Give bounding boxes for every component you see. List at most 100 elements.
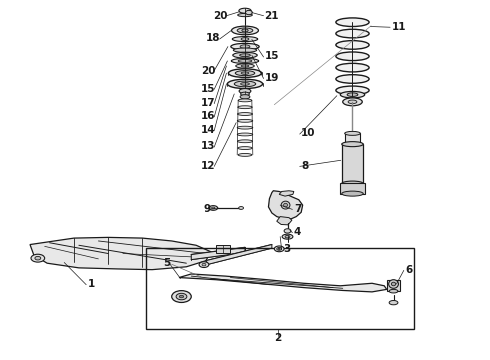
Ellipse shape xyxy=(234,81,256,87)
Ellipse shape xyxy=(347,93,358,96)
Ellipse shape xyxy=(336,29,369,38)
Ellipse shape xyxy=(285,235,290,238)
Polygon shape xyxy=(191,247,245,260)
Ellipse shape xyxy=(202,264,206,266)
Ellipse shape xyxy=(344,131,360,135)
Ellipse shape xyxy=(240,54,250,57)
Ellipse shape xyxy=(281,201,290,209)
Ellipse shape xyxy=(238,106,252,109)
Ellipse shape xyxy=(344,144,360,148)
Ellipse shape xyxy=(231,58,259,63)
Text: 6: 6 xyxy=(405,265,413,275)
Polygon shape xyxy=(387,280,400,291)
Text: 10: 10 xyxy=(301,129,316,138)
Text: 8: 8 xyxy=(301,161,308,171)
Ellipse shape xyxy=(237,28,253,33)
Text: 5: 5 xyxy=(164,258,171,268)
Ellipse shape xyxy=(231,43,259,50)
Text: 1: 1 xyxy=(88,279,95,289)
Ellipse shape xyxy=(274,246,284,252)
Ellipse shape xyxy=(336,86,369,95)
Ellipse shape xyxy=(282,234,293,239)
Ellipse shape xyxy=(336,41,369,49)
Bar xyxy=(147,248,414,329)
Text: 7: 7 xyxy=(294,204,301,215)
Ellipse shape xyxy=(239,8,251,13)
Text: 13: 13 xyxy=(201,141,216,151)
Ellipse shape xyxy=(237,120,253,122)
Ellipse shape xyxy=(238,140,252,143)
Text: 3: 3 xyxy=(283,244,291,254)
Text: 20: 20 xyxy=(214,11,228,21)
Ellipse shape xyxy=(340,91,365,98)
Ellipse shape xyxy=(240,95,250,99)
Ellipse shape xyxy=(238,147,252,149)
Ellipse shape xyxy=(176,293,187,300)
Ellipse shape xyxy=(241,38,249,41)
Bar xyxy=(344,134,360,146)
Ellipse shape xyxy=(237,126,253,129)
Ellipse shape xyxy=(241,92,249,96)
Text: 21: 21 xyxy=(265,11,279,21)
Ellipse shape xyxy=(342,191,363,196)
Text: 15: 15 xyxy=(265,51,279,61)
Ellipse shape xyxy=(212,207,215,209)
Ellipse shape xyxy=(342,141,363,147)
Ellipse shape xyxy=(277,247,282,250)
Text: 17: 17 xyxy=(201,98,216,108)
Ellipse shape xyxy=(179,295,184,298)
Ellipse shape xyxy=(233,48,257,52)
Ellipse shape xyxy=(284,203,288,207)
Ellipse shape xyxy=(238,153,252,156)
Text: 20: 20 xyxy=(201,66,216,76)
Text: 15: 15 xyxy=(201,84,216,94)
Ellipse shape xyxy=(242,29,248,32)
Text: 16: 16 xyxy=(201,111,216,121)
Ellipse shape xyxy=(236,64,254,68)
Ellipse shape xyxy=(336,18,369,27)
Ellipse shape xyxy=(238,59,252,62)
Ellipse shape xyxy=(232,26,258,35)
Ellipse shape xyxy=(233,52,257,58)
Ellipse shape xyxy=(238,113,252,116)
Ellipse shape xyxy=(209,206,218,210)
Ellipse shape xyxy=(235,71,255,76)
Bar xyxy=(340,183,365,194)
Ellipse shape xyxy=(336,52,369,60)
Polygon shape xyxy=(179,274,387,292)
Bar xyxy=(342,144,363,184)
Polygon shape xyxy=(277,217,292,225)
Ellipse shape xyxy=(336,63,369,72)
Text: 14: 14 xyxy=(201,125,216,135)
Ellipse shape xyxy=(389,289,398,293)
Ellipse shape xyxy=(389,301,398,305)
Polygon shape xyxy=(30,237,211,270)
Text: 11: 11 xyxy=(392,22,406,32)
Text: 4: 4 xyxy=(294,227,301,237)
Ellipse shape xyxy=(241,65,249,67)
Text: 12: 12 xyxy=(201,161,216,171)
Text: 18: 18 xyxy=(206,33,220,43)
Ellipse shape xyxy=(278,248,280,249)
Ellipse shape xyxy=(35,256,41,260)
Ellipse shape xyxy=(392,282,396,286)
Ellipse shape xyxy=(343,98,362,106)
Ellipse shape xyxy=(284,229,291,233)
Text: 9: 9 xyxy=(204,204,211,215)
Ellipse shape xyxy=(241,82,249,85)
Text: 2: 2 xyxy=(274,333,282,343)
Ellipse shape xyxy=(389,280,398,288)
Ellipse shape xyxy=(238,99,252,102)
Ellipse shape xyxy=(199,262,209,267)
Ellipse shape xyxy=(237,133,253,136)
Ellipse shape xyxy=(227,79,263,89)
Ellipse shape xyxy=(239,89,251,94)
Ellipse shape xyxy=(239,207,244,210)
Text: 19: 19 xyxy=(265,73,279,83)
Polygon shape xyxy=(269,191,303,219)
Ellipse shape xyxy=(348,100,357,104)
Polygon shape xyxy=(216,245,230,253)
Polygon shape xyxy=(279,191,294,196)
Ellipse shape xyxy=(172,291,191,302)
Ellipse shape xyxy=(238,13,252,17)
